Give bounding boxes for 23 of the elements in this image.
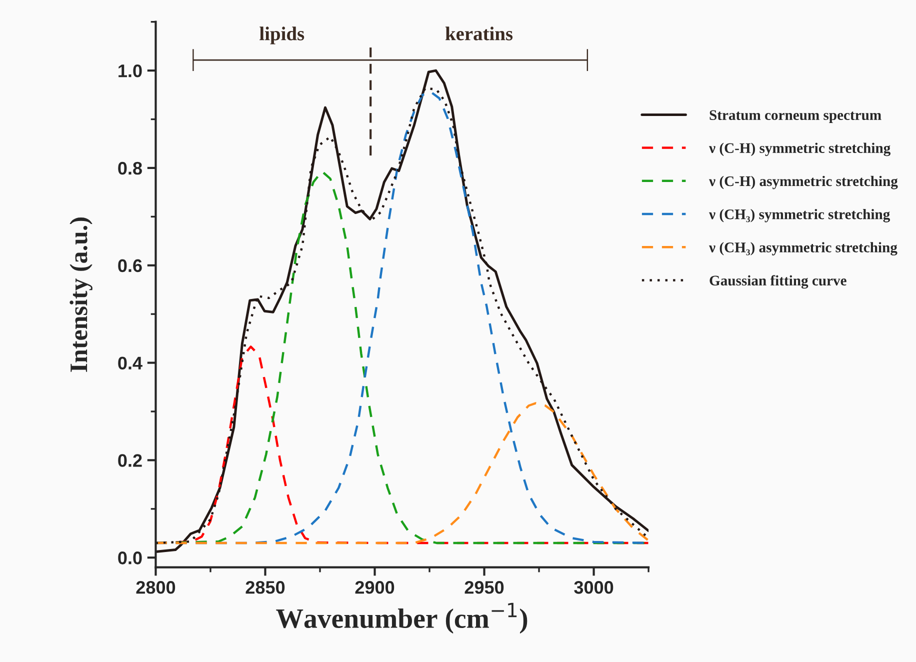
legend-label: Gaussian fitting curve xyxy=(710,275,846,289)
y-tick-label: 0.4 xyxy=(118,356,142,370)
x-tick-label: 2800 xyxy=(136,581,176,594)
annotation: keratins xyxy=(445,26,513,40)
line-series xyxy=(156,402,649,544)
legend-label: ν (CH₃) symmetric stretching xyxy=(709,208,890,222)
x-tick-label: 3000 xyxy=(574,581,614,594)
x-tick-label: 2950 xyxy=(464,581,504,594)
y-tick-label: 0.2 xyxy=(118,454,142,467)
legend-label: ν (CH₃) asymmetric stretching xyxy=(709,242,898,256)
y-tick-label: 0.8 xyxy=(118,162,142,175)
x-tick-label: 2850 xyxy=(246,581,285,594)
y-tick-label: 0.6 xyxy=(118,259,142,272)
annotation: lipids xyxy=(260,26,304,44)
x-tick-label: 2900 xyxy=(355,581,394,594)
y-tick-label: 1.0 xyxy=(118,64,142,78)
line-series xyxy=(156,346,649,544)
y-axis-title: Intensity (a.u.) xyxy=(70,218,92,372)
y-tick-label: 0.0 xyxy=(118,552,142,564)
legend-label: ν (C-H) asymmetric stretching xyxy=(709,176,898,190)
legend-label: ν (C-H) symmetric stretching xyxy=(709,142,890,156)
legend-label: Stratum corneum spectrum xyxy=(710,110,882,123)
x-axis-title: Wavenumber (cm$^{−1}$) xyxy=(276,602,528,634)
